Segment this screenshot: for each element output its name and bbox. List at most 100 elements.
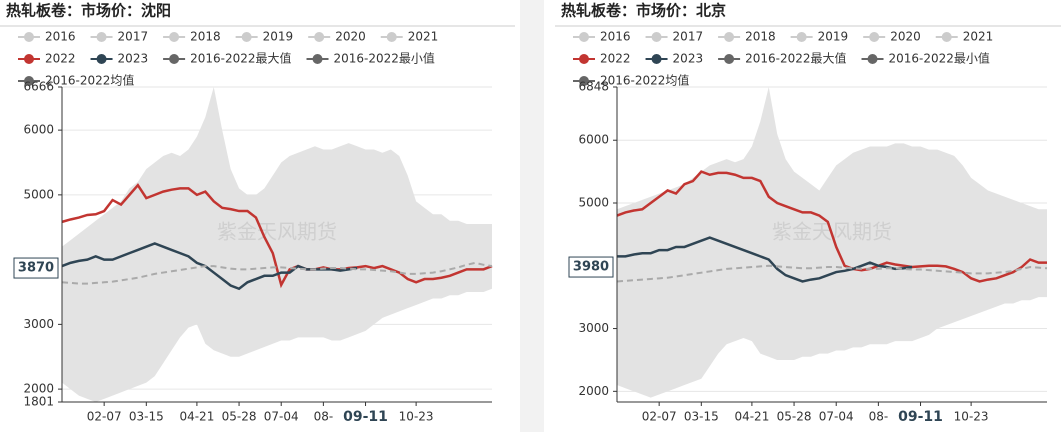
legend-label: 2022: [45, 52, 76, 66]
legend-item: 2023: [90, 52, 149, 66]
legend-item: 2023: [645, 52, 704, 66]
y-tick-label: 6666: [23, 80, 54, 94]
y-tick-label: 3000: [23, 317, 54, 331]
legend-item: 2019: [790, 30, 849, 44]
legend-icon-dot: [24, 76, 34, 86]
legend-icon-dot: [96, 32, 107, 42]
legend-icon-dot: [724, 32, 735, 42]
legend-icon-dot: [724, 54, 735, 64]
x-tick-label: 10-23: [399, 410, 434, 424]
average-line: [61, 261, 493, 285]
legend-item: 2016-2022最小值: [861, 51, 990, 66]
legend-icon-dot: [941, 32, 952, 42]
series-line: [61, 183, 493, 289]
legend-item: 2021: [380, 30, 439, 44]
legend-item: 2016: [18, 30, 76, 44]
legend-label: 2016: [45, 30, 76, 44]
legend-icon-dot: [651, 32, 662, 42]
series-line: [617, 236, 913, 283]
legend-label: 2016-2022最大值: [745, 51, 846, 66]
legend-label: 2016-2022均值: [45, 73, 134, 88]
range-band: [62, 87, 492, 402]
legend-icon-dot: [169, 54, 180, 64]
series-line: [616, 170, 1047, 283]
legend-icon-dot: [314, 32, 325, 42]
legend-icon-dot: [96, 54, 107, 64]
legend-label: 2019: [263, 30, 294, 44]
legend-item: 2016-2022最小值: [306, 51, 435, 66]
legend-icon-dot: [579, 76, 589, 86]
legend-item: 2020: [308, 30, 366, 44]
legend-item: 2016-2022最大值: [718, 51, 847, 66]
legend-label: 2019: [818, 30, 849, 44]
panel-separator: [520, 0, 544, 432]
legend-label: 2020: [335, 30, 366, 44]
legend-label: 2023: [118, 52, 149, 66]
legend-label: 2016-2022最小值: [889, 51, 990, 66]
legend-item: 2016-2022均值: [18, 73, 134, 88]
legend-icon-dot: [386, 32, 397, 42]
legend-item: 2016-2022均值: [573, 73, 689, 88]
legend-icon-dot: [651, 54, 662, 64]
x-tick-label: 09-11: [898, 409, 943, 425]
legend-icon-dot: [241, 32, 252, 42]
legend-label: 2021: [963, 30, 994, 44]
x-tick-label: 08-: [314, 410, 334, 424]
x-tick-label: 05-28: [222, 410, 257, 424]
x-tick-label: 10-23: [954, 410, 989, 424]
x-tick-label: 02-07: [87, 410, 122, 424]
x-tick-label: 02-07: [642, 410, 677, 424]
y-tick-label: 1801: [23, 395, 54, 409]
legend-icon-dot: [24, 54, 34, 64]
series-line: [61, 242, 358, 291]
chart-panel: 热轧板卷：市场价：沈阳 2016 2017 2018 2019 2020 2021 2022 2…: [0, 1, 515, 425]
legend-icon-dot: [312, 54, 323, 64]
chart-title: 热轧板卷：市场价：北京: [561, 1, 726, 19]
x-tick-label: 03-15: [129, 410, 164, 424]
legend-icon-dot: [869, 32, 880, 42]
legend-label: 2020: [890, 30, 921, 44]
y-tick-label: 2000: [23, 382, 54, 396]
legend-item: 2021: [935, 30, 994, 44]
legend-icon-dot: [796, 32, 807, 42]
average-line: [616, 264, 1048, 283]
legend-item: 2017: [645, 30, 704, 44]
legend-label: 2016-2022均值: [600, 73, 689, 88]
legend-item: 2020: [863, 30, 921, 44]
y-tick-label: 2000: [578, 384, 609, 398]
x-tick-label: 05-28: [777, 410, 812, 424]
y-tick-label: 6000: [23, 123, 54, 137]
legend-item: 2017: [90, 30, 149, 44]
legend-icon-dot: [579, 32, 589, 42]
legend-label: 2017: [673, 30, 704, 44]
y-tick-label: 3000: [578, 321, 609, 335]
range-band: [617, 87, 1047, 398]
current-value-box: [13, 257, 59, 279]
x-tick-label: 07-04: [264, 410, 299, 424]
legend-item: 2019: [235, 30, 294, 44]
y-tick-label: 6000: [578, 133, 609, 147]
current-value-label: 3870: [18, 261, 54, 276]
legend-label: 2018: [190, 30, 221, 44]
legend-label: 2023: [673, 52, 704, 66]
legend-label: 2021: [408, 30, 439, 44]
legend-icon-dot: [24, 32, 34, 42]
legend-item: 2022: [18, 52, 76, 66]
legend-item: 2022: [573, 52, 631, 66]
x-tick-label: 03-15: [684, 410, 719, 424]
watermark: 紫金天风期货: [217, 220, 337, 244]
chart-title: 热轧板卷：市场价：沈阳: [6, 1, 171, 19]
current-value-box: [568, 256, 614, 278]
legend-label: 2017: [118, 30, 149, 44]
y-tick-label: 6848: [578, 80, 609, 94]
chart-panel: 热轧板卷：市场价：北京 2016 2017 2018 2019 2020 2021 2022 2…: [555, 1, 1061, 425]
legend-label: 2016: [600, 30, 631, 44]
legend-item: 2016: [573, 30, 631, 44]
x-tick-label: 08-: [869, 410, 889, 424]
legend-item: 2018: [718, 30, 776, 44]
legend-label: 2022: [600, 52, 631, 66]
legend-label: 2016-2022最大值: [190, 51, 291, 66]
y-tick-label: 5000: [23, 187, 54, 201]
x-tick-label: 09-11: [343, 409, 388, 425]
